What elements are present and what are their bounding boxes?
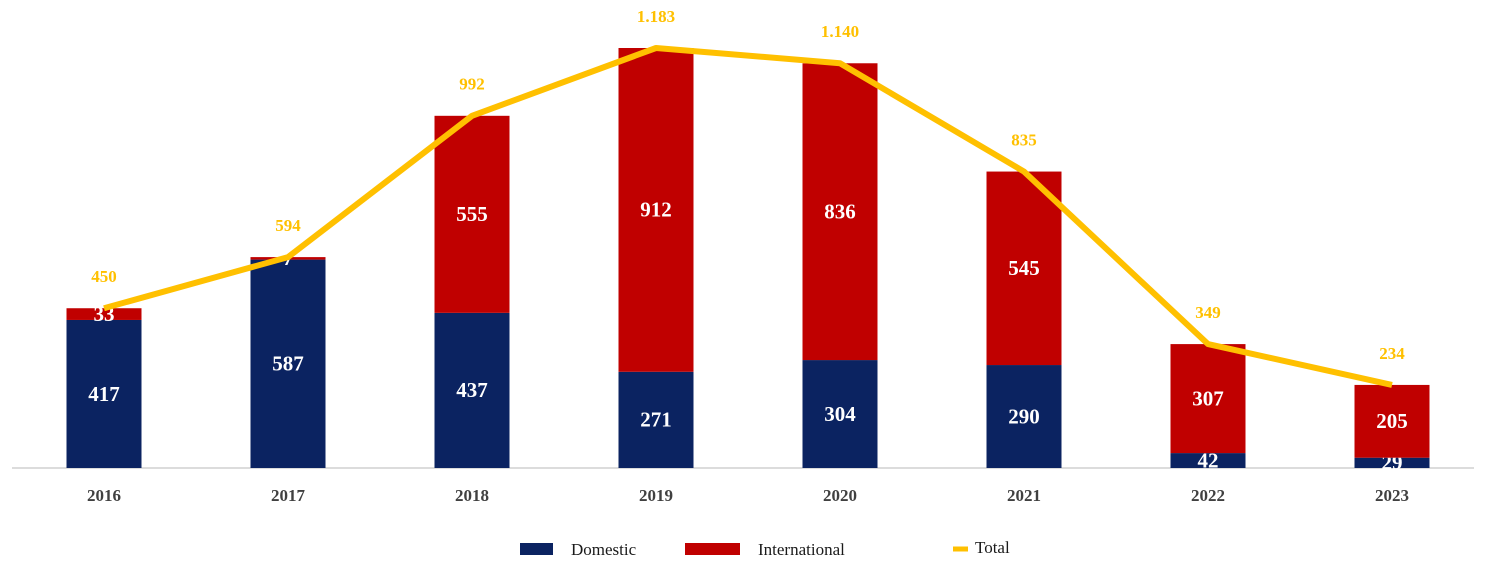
- data-label: 290: [1008, 404, 1040, 428]
- data-label: 417: [88, 382, 120, 406]
- bar-segment: [1354, 457, 1430, 468]
- data-label: 42: [1198, 448, 1219, 472]
- x-tick-label: 2021: [1007, 486, 1041, 505]
- bar-segment: [986, 171, 1062, 366]
- bar-segment: [250, 259, 326, 468]
- total-label: 1.183: [637, 7, 675, 26]
- bar-segment: [434, 312, 510, 468]
- total-line: [103, 45, 1393, 388]
- data-label: 304: [824, 402, 856, 426]
- data-label: 836: [824, 199, 856, 223]
- bar-segment: [802, 360, 878, 468]
- legend-label: Total: [975, 538, 1010, 557]
- bar-segment: [66, 319, 142, 468]
- total-label: 450: [91, 267, 117, 286]
- legend-swatch: [685, 543, 740, 555]
- bar-segment: [802, 63, 878, 361]
- bar-segment: [986, 365, 1062, 468]
- bar-segment: [1170, 453, 1246, 468]
- total-label: 234: [1379, 344, 1405, 363]
- legend-swatch: [520, 543, 553, 555]
- x-tick-label: 2023: [1375, 486, 1409, 505]
- data-label: 545: [1008, 256, 1040, 280]
- bar-segment: [618, 371, 694, 468]
- data-label: 912: [640, 198, 672, 222]
- bar-segment: [66, 308, 142, 320]
- total-label: 349: [1195, 303, 1221, 322]
- bar-segment: [618, 48, 694, 372]
- data-label: 587: [272, 352, 304, 376]
- data-label: 271: [640, 408, 672, 432]
- total-label: 992: [459, 75, 485, 94]
- bar-segment: [434, 115, 510, 313]
- total-label: 594: [275, 216, 301, 235]
- legend-label: Domestic: [571, 540, 637, 559]
- x-tick-label: 2019: [639, 486, 673, 505]
- total-label: 1.140: [821, 22, 859, 41]
- bar-segment: [1170, 344, 1246, 454]
- data-label: 555: [456, 202, 488, 226]
- x-tick-label: 2016: [87, 486, 121, 505]
- data-label: 437: [456, 378, 488, 402]
- x-tick-label: 2022: [1191, 486, 1225, 505]
- x-tick-label: 2018: [455, 486, 489, 505]
- data-label: 205: [1376, 409, 1408, 433]
- legend-label: International: [758, 540, 845, 559]
- x-tick-label: 2017: [271, 486, 306, 505]
- total-label: 835: [1011, 130, 1037, 149]
- bar-segment: [1354, 384, 1430, 458]
- x-tick-label: 2020: [823, 486, 857, 505]
- data-label: 307: [1192, 386, 1224, 410]
